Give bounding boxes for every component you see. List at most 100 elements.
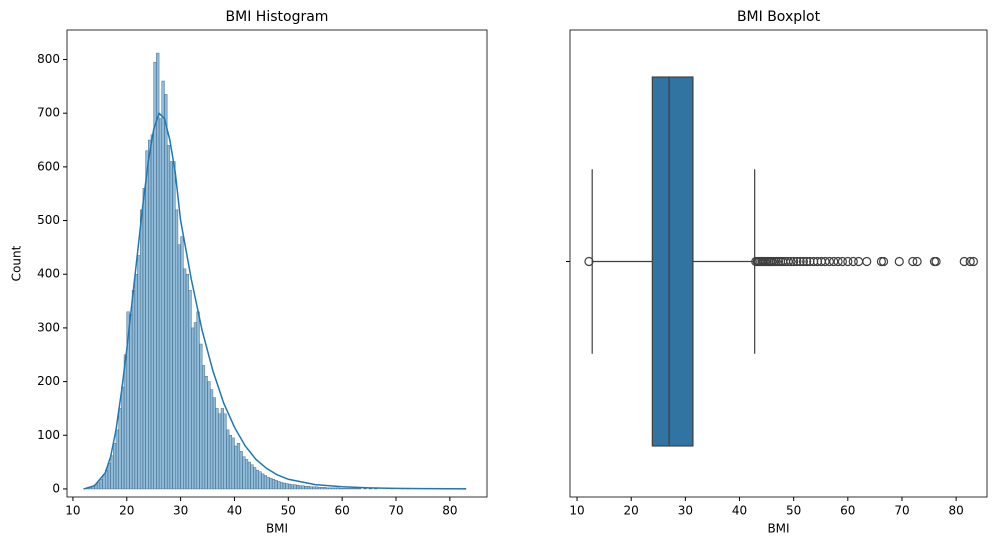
flier <box>798 256 809 267</box>
x-tick-label: 20 <box>624 504 639 518</box>
bar <box>180 236 184 490</box>
bar <box>215 408 219 490</box>
x-tick-label: 30 <box>173 504 188 518</box>
x-tick-label: 70 <box>894 504 909 518</box>
kde-line <box>83 111 467 490</box>
bar <box>271 479 276 490</box>
bar <box>102 475 106 490</box>
flier <box>862 256 872 267</box>
y-tick-label: 800 <box>37 52 60 66</box>
bar <box>253 467 257 490</box>
bar <box>204 375 208 490</box>
flier <box>908 256 918 267</box>
flier <box>829 256 839 267</box>
bar <box>145 150 149 490</box>
bar <box>199 343 203 490</box>
flier <box>824 256 835 267</box>
bar <box>344 488 348 490</box>
bar <box>279 482 284 490</box>
bar <box>169 161 173 490</box>
axes-frame <box>66 29 488 498</box>
bar <box>220 408 224 490</box>
bar <box>352 488 356 490</box>
bar <box>266 476 270 490</box>
bar <box>161 80 165 490</box>
bar <box>298 485 303 490</box>
x-tick-label: 40 <box>732 504 747 518</box>
bar <box>358 488 362 490</box>
bar <box>188 290 192 490</box>
y-tick-label: 600 <box>37 159 60 173</box>
bar <box>226 429 230 490</box>
bar <box>174 209 179 490</box>
bar <box>247 461 251 490</box>
bar <box>325 487 329 490</box>
bar <box>239 451 243 490</box>
flier <box>894 256 904 267</box>
bar <box>301 485 305 490</box>
flier <box>848 256 858 267</box>
bar <box>323 487 327 490</box>
x-tick-label: 10 <box>65 504 80 518</box>
bar <box>148 139 152 490</box>
x-tick-label: 50 <box>281 504 296 518</box>
flier <box>783 256 793 267</box>
bar <box>172 161 176 490</box>
y-tick-label: 400 <box>37 267 60 281</box>
bar <box>258 471 262 490</box>
flier <box>912 256 922 267</box>
bar <box>242 456 246 490</box>
bar <box>341 488 346 490</box>
x-tick-label: 20 <box>119 504 134 518</box>
x-tick-label: 10 <box>569 504 584 518</box>
flier <box>795 256 805 267</box>
bar <box>231 437 235 490</box>
x-tick-label: 60 <box>335 504 350 518</box>
x-tick-label: 80 <box>442 504 457 518</box>
flier <box>584 256 594 267</box>
x-tick-label: 30 <box>678 504 693 518</box>
bar <box>123 354 128 490</box>
bar <box>296 484 300 490</box>
bar <box>309 486 313 490</box>
bar <box>269 477 273 490</box>
bar <box>129 314 133 490</box>
flier <box>931 256 941 267</box>
x-tick-label: 80 <box>948 504 963 518</box>
bar <box>164 94 168 490</box>
bar <box>137 255 141 490</box>
y-axis-label: Count <box>10 245 24 281</box>
bar <box>201 365 206 490</box>
bar <box>236 443 241 490</box>
bar <box>328 487 332 490</box>
bar <box>223 413 227 490</box>
flier <box>802 256 812 267</box>
bar <box>185 273 189 490</box>
bar <box>314 486 319 490</box>
bar <box>234 445 238 490</box>
chart-title: BMI Boxplot <box>737 9 821 25</box>
flier <box>878 256 889 267</box>
bar <box>183 268 187 490</box>
bar <box>333 487 338 490</box>
bar <box>304 486 308 490</box>
flier <box>820 256 830 267</box>
bar <box>212 397 216 490</box>
chart-title: BMI Histogram <box>226 9 329 25</box>
bar <box>113 443 117 490</box>
bar <box>336 487 340 490</box>
bar <box>312 486 316 490</box>
bar <box>277 481 281 490</box>
bar <box>218 413 222 490</box>
y-tick-label: 100 <box>37 428 60 442</box>
x-tick-label: 50 <box>786 504 801 518</box>
bar <box>331 487 335 490</box>
bar <box>320 487 324 490</box>
flier <box>786 256 796 267</box>
bar <box>158 118 163 490</box>
axes-frame <box>569 29 988 498</box>
bar <box>110 455 114 490</box>
box <box>651 76 694 447</box>
y-tick-label: 500 <box>37 213 60 227</box>
bar <box>317 487 321 490</box>
